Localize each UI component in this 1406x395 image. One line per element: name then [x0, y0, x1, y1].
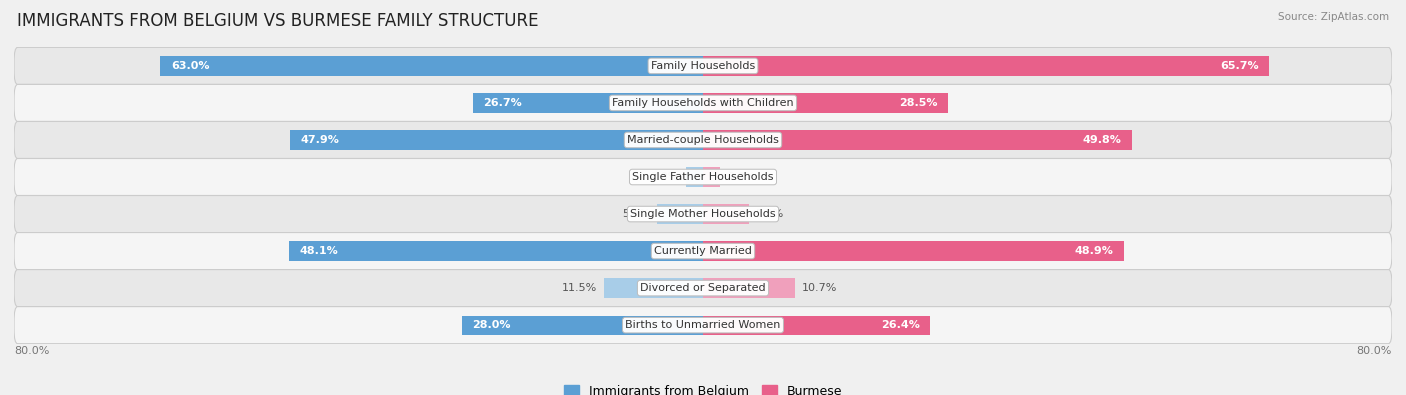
Text: 2.0%: 2.0% — [727, 172, 755, 182]
Bar — [160, 56, 703, 75]
Text: 80.0%: 80.0% — [14, 346, 49, 356]
Text: IMMIGRANTS FROM BELGIUM VS BURMESE FAMILY STRUCTURE: IMMIGRANTS FROM BELGIUM VS BURMESE FAMIL… — [17, 12, 538, 30]
Bar — [605, 278, 703, 298]
Bar — [658, 205, 703, 224]
FancyBboxPatch shape — [14, 47, 1392, 85]
Bar — [703, 241, 1125, 261]
Bar — [703, 130, 1132, 150]
Text: 10.7%: 10.7% — [801, 283, 838, 293]
Bar — [703, 205, 748, 224]
Text: 5.3%: 5.3% — [755, 209, 783, 219]
Text: 26.7%: 26.7% — [484, 98, 522, 108]
Text: 48.9%: 48.9% — [1076, 246, 1114, 256]
Bar — [291, 130, 703, 150]
Text: 49.8%: 49.8% — [1083, 135, 1122, 145]
Bar — [461, 316, 703, 335]
FancyBboxPatch shape — [14, 233, 1392, 269]
Text: Births to Unmarried Women: Births to Unmarried Women — [626, 320, 780, 330]
Text: 63.0%: 63.0% — [170, 61, 209, 71]
Text: 5.3%: 5.3% — [623, 209, 651, 219]
Text: Single Father Households: Single Father Households — [633, 172, 773, 182]
Text: Family Households: Family Households — [651, 61, 755, 71]
Text: 47.9%: 47.9% — [301, 135, 340, 145]
Bar — [288, 241, 703, 261]
Text: 65.7%: 65.7% — [1220, 61, 1258, 71]
Bar — [703, 316, 931, 335]
FancyBboxPatch shape — [14, 121, 1392, 158]
Text: Single Mother Households: Single Mother Households — [630, 209, 776, 219]
Legend: Immigrants from Belgium, Burmese: Immigrants from Belgium, Burmese — [560, 380, 846, 395]
Text: 26.4%: 26.4% — [882, 320, 920, 330]
FancyBboxPatch shape — [14, 85, 1392, 121]
FancyBboxPatch shape — [14, 307, 1392, 344]
Text: 11.5%: 11.5% — [562, 283, 598, 293]
Text: 80.0%: 80.0% — [1357, 346, 1392, 356]
Bar — [703, 56, 1268, 75]
Text: Currently Married: Currently Married — [654, 246, 752, 256]
Bar — [703, 167, 720, 186]
FancyBboxPatch shape — [14, 158, 1392, 196]
Bar — [703, 278, 796, 298]
Text: Married-couple Households: Married-couple Households — [627, 135, 779, 145]
Text: 28.0%: 28.0% — [472, 320, 510, 330]
Bar — [686, 167, 703, 186]
FancyBboxPatch shape — [14, 269, 1392, 307]
Text: Source: ZipAtlas.com: Source: ZipAtlas.com — [1278, 12, 1389, 22]
Text: Divorced or Separated: Divorced or Separated — [640, 283, 766, 293]
Bar — [472, 93, 703, 113]
Text: 28.5%: 28.5% — [900, 98, 938, 108]
Text: Family Households with Children: Family Households with Children — [612, 98, 794, 108]
Text: 48.1%: 48.1% — [299, 246, 337, 256]
FancyBboxPatch shape — [14, 196, 1392, 233]
Bar — [703, 93, 949, 113]
Text: 2.0%: 2.0% — [651, 172, 679, 182]
